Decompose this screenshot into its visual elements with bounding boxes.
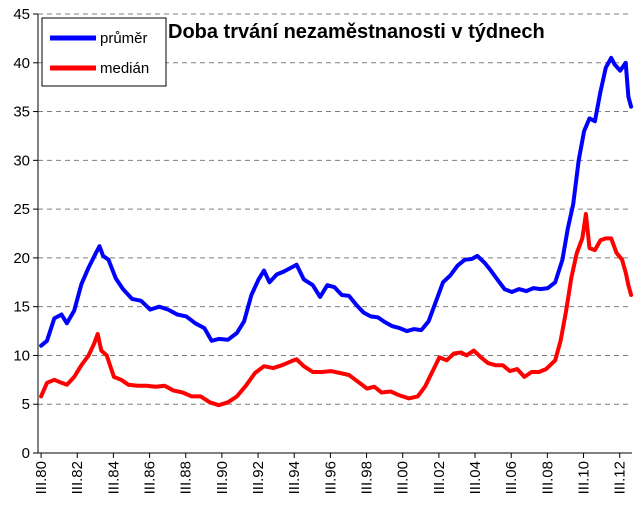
x-tick-label: III.04 [467, 461, 484, 494]
legend-label-median: medián [100, 60, 149, 77]
series-line-median [39, 212, 634, 408]
x-tick-label: III.08 [539, 461, 556, 494]
chart-title: Doba trvání nezaměstnanosti v týdnech [168, 21, 545, 43]
x-tick-label: III.98 [359, 461, 376, 494]
x-tick-label: III.96 [322, 461, 339, 494]
y-tick-label: 10 [13, 347, 30, 364]
x-tick-label: III.86 [142, 461, 159, 494]
x-tick-label: III.90 [214, 461, 231, 494]
x-axis-ticks: III.80 III.82 III.84 III.86 III.88 III.90 III.… [33, 453, 629, 494]
x-tick-label: III.06 [503, 461, 520, 494]
legend-box [41, 17, 167, 87]
x-tick-label: III.88 [178, 461, 195, 494]
x-tick-label: III.92 [250, 461, 267, 494]
y-tick-label: 30 [13, 152, 30, 169]
x-tick-label: III.10 [576, 461, 593, 494]
x-tick-label: III.94 [286, 461, 303, 494]
legend: průměr medián [41, 17, 167, 87]
x-tick-label: III.84 [105, 461, 122, 494]
y-tick-label: 0 [22, 445, 30, 462]
grid [38, 13, 632, 405]
x-tick-label: III.00 [395, 461, 412, 494]
x-tick-label: III.82 [69, 461, 86, 494]
y-tick-label: 35 [13, 104, 30, 121]
legend-label-prumer: průměr [100, 30, 148, 47]
y-tick-label: 40 [13, 55, 30, 72]
y-tick-label: 5 [22, 396, 30, 413]
x-tick-label: III.12 [612, 461, 629, 494]
y-tick-label: 15 [13, 299, 30, 316]
series [39, 55, 634, 408]
axes [37, 14, 632, 454]
series-line-prumer [39, 55, 634, 348]
y-axis-ticks: 0 5 10 15 20 25 30 35 40 45 [13, 6, 38, 462]
y-tick-label: 25 [13, 201, 30, 218]
x-tick-label: III.02 [431, 461, 448, 494]
y-tick-label: 45 [13, 6, 30, 23]
y-tick-label: 20 [13, 250, 30, 267]
x-tick-label: III.80 [33, 461, 50, 494]
